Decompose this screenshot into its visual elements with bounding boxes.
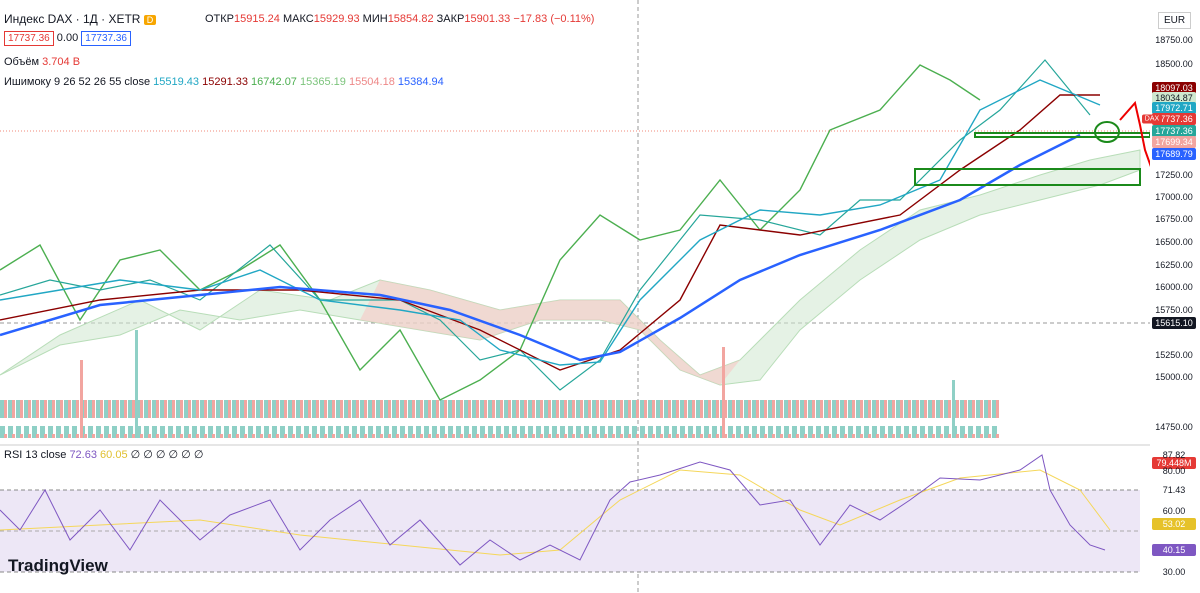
price-axis-label: 16000.00 — [1155, 282, 1193, 292]
price-axis-label: 17689.79 — [1152, 148, 1196, 160]
ichimoku-legend: Ишимоку 9 26 52 26 55 close 15519.43 152… — [4, 76, 444, 88]
price-axis-label: 79.448M — [1152, 457, 1196, 469]
price-axis-label: 15250.00 — [1155, 350, 1193, 360]
rsi-axis-label: 71.43 — [1162, 485, 1186, 495]
chart-canvas — [0, 0, 1150, 593]
price-axis-label: 15000.00 — [1155, 372, 1193, 382]
volume-legend: Объём 3.704 B — [4, 56, 81, 68]
zone — [914, 168, 1141, 186]
price-axis-label: 16500.00 — [1155, 237, 1193, 247]
volume-area — [0, 400, 1000, 438]
badge: D — [143, 15, 157, 25]
price-axis-label: 18034.87 — [1152, 92, 1196, 104]
chikou — [0, 64, 981, 401]
price-boxes: 17737.36 0.00 17737.36 — [4, 31, 131, 46]
price-axis-label: 15750.00 — [1155, 305, 1193, 315]
rsi-axis-label: 53.02 — [1152, 518, 1196, 530]
cloud-red — [360, 280, 740, 385]
rsi-axis-label: 40.15 — [1152, 544, 1196, 556]
arrow — [1119, 100, 1150, 167]
price-axis-label: 17250.00 — [1155, 170, 1193, 180]
price-axis-label: 17972.71 — [1152, 102, 1196, 114]
rsi-axis-label: 30.00 — [1162, 567, 1186, 577]
price-axis-label: 15615.10 — [1152, 317, 1196, 329]
price-axis-label: DAX — [1142, 114, 1162, 124]
symbol[interactable]: Индекс DAX · 1Д · XETR D — [4, 12, 157, 26]
price-axis-label: 14750.00 — [1155, 422, 1193, 432]
symbol-name: Индекс DAX · 1Д · XETR — [4, 12, 141, 26]
price-axis-label: 17000.00 — [1155, 192, 1193, 202]
rsi-line — [0, 454, 1106, 566]
ohlc: ОТКР15915.24 МАКС15929.93 МИН15854.82 ЗА… — [205, 13, 595, 25]
price-axis-label: 17737.36 — [1152, 113, 1196, 125]
price-axis-label: 16250.00 — [1155, 260, 1193, 270]
rsi-axis-label: 60.00 — [1162, 506, 1186, 516]
price — [0, 59, 1091, 391]
price-axis-label: 17737.36 — [1152, 125, 1196, 137]
zone — [974, 132, 1150, 138]
rsi-legend: RSI 13 close 72.63 60.05 ∅ ∅ ∅ ∅ ∅ ∅ — [4, 449, 204, 461]
price-axis-label: 18097.03 — [1152, 82, 1196, 94]
price-axis-label: 18500.00 — [1155, 59, 1193, 69]
ma — [0, 133, 1081, 362]
rsi-ma — [0, 469, 1111, 556]
price-axis-label: 16750.00 — [1155, 214, 1193, 224]
rsi-axis-label: 80.00 — [1162, 466, 1186, 476]
brand: TradingView — [8, 556, 108, 575]
price-axis-label: 18750.00 — [1155, 35, 1193, 45]
currency[interactable]: EUR — [1158, 12, 1192, 29]
rsi-axis-label: 87.82 — [1162, 450, 1186, 460]
price-axis-label: 17699.34 — [1152, 136, 1196, 148]
